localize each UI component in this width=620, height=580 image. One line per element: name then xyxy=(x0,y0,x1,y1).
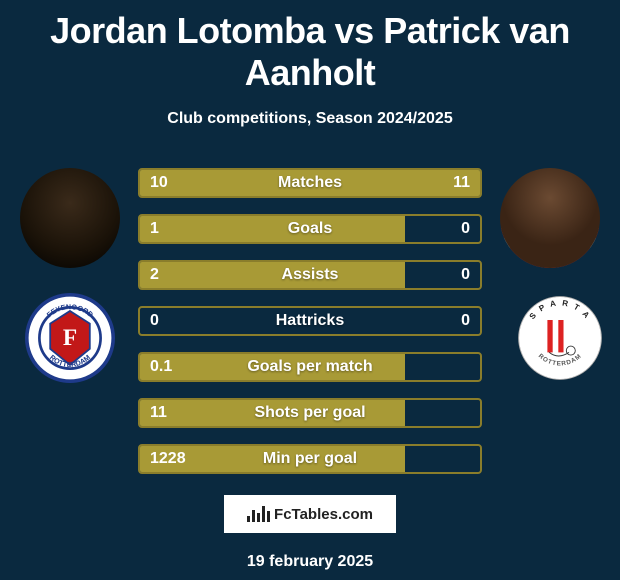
stat-value-right: 11 xyxy=(453,170,470,196)
avatar-placeholder-icon xyxy=(20,168,120,268)
stat-value-right: 0 xyxy=(461,308,470,334)
svg-text:F: F xyxy=(63,325,77,351)
date-label: 19 february 2025 xyxy=(0,553,620,571)
club-right-logo: S P A R T A ROTTERDAM xyxy=(515,293,605,383)
sparta-logo-icon: S P A R T A ROTTERDAM xyxy=(515,288,605,388)
stat-bar: 10Goals xyxy=(138,214,482,244)
avatar-placeholder-icon xyxy=(500,168,600,268)
bar-fill-left xyxy=(140,354,405,380)
bar-fill-left xyxy=(140,262,405,288)
feyenoord-logo-icon: F FEYENOORD ROTTERDAM xyxy=(25,293,115,383)
stat-value-right: 0 xyxy=(461,262,470,288)
stat-value-left: 0 xyxy=(150,308,159,334)
page-title: Jordan Lotomba vs Patrick van Aanholt xyxy=(0,0,620,94)
subtitle: Club competitions, Season 2024/2025 xyxy=(0,110,620,128)
club-left-logo: F FEYENOORD ROTTERDAM xyxy=(25,293,115,383)
stat-bar: 11Shots per goal xyxy=(138,398,482,428)
bar-fill-left xyxy=(140,216,405,242)
stat-bars: 1011Matches10Goals20Assists00Hattricks0.… xyxy=(138,168,482,490)
stat-value-right: 0 xyxy=(461,216,470,242)
fctables-logo: FcTables.com xyxy=(222,493,398,535)
stat-value-left: 0.1 xyxy=(150,354,172,380)
logo-text: FcTables.com xyxy=(274,506,373,523)
player-left-avatar xyxy=(20,168,120,268)
stat-label: Hattricks xyxy=(140,308,480,334)
player-right-avatar xyxy=(500,168,600,268)
stat-bar: 1228Min per goal xyxy=(138,444,482,474)
comparison-panel: F FEYENOORD ROTTERDAM S P A R T A ROTTER… xyxy=(0,158,620,478)
stat-value-left: 2 xyxy=(150,262,159,288)
bar-chart-icon xyxy=(247,506,270,522)
stat-value-left: 1 xyxy=(150,216,159,242)
stat-bar: 0 0Hattricks xyxy=(138,306,482,336)
stat-value-left: 1228 xyxy=(150,446,186,472)
bar-fill-left xyxy=(140,400,405,426)
stat-value-left: 10 xyxy=(150,170,168,196)
stat-bar: 1011Matches xyxy=(138,168,482,198)
stat-value-left: 11 xyxy=(150,400,167,426)
stat-bar: 20Assists xyxy=(138,260,482,290)
stat-bar: 0.1Goals per match xyxy=(138,352,482,382)
